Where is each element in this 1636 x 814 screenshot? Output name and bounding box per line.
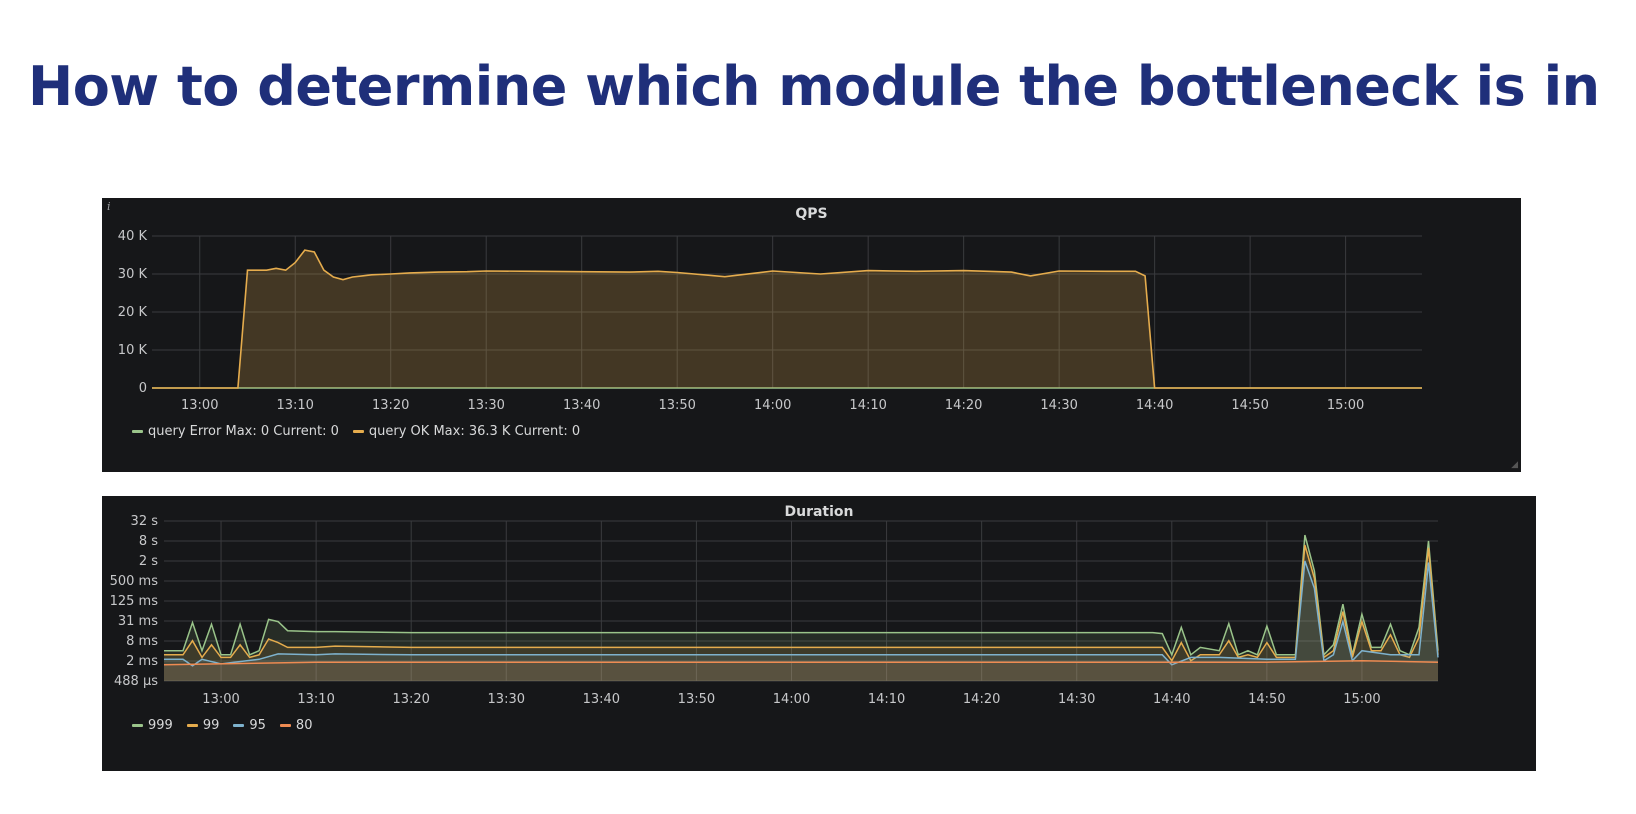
x-tick-label: 14:40 [1136,398,1173,413]
x-tick-label: 13:40 [563,398,600,413]
series-line-999 [164,534,1439,657]
series-area-80 [164,660,1438,681]
x-tick-label: 14:20 [945,398,982,413]
x-tick-label: 14:50 [1231,398,1268,413]
x-tick-label: 13:50 [678,692,715,707]
y-tick-label: 8 ms [126,634,158,649]
series-area-99 [164,545,1438,681]
y-tick-label: 30 K [118,267,148,282]
legend-swatch-95 [233,724,245,727]
x-tick-label: 14:30 [1058,692,1095,707]
x-tick-label: 14:30 [1040,398,1077,413]
x-tick-label: 15:00 [1343,692,1380,707]
series-line-80 [163,659,1439,666]
series-line-query-ok [152,249,1422,389]
x-tick-label: 13:20 [392,692,429,707]
x-tick-label: 13:20 [372,398,409,413]
y-tick-label: 500 ms [110,574,159,589]
y-tick-label: 2 ms [126,654,158,669]
series-area-999 [164,535,1438,681]
y-tick-label: 20 K [118,305,148,320]
legend-text-95: 95 [249,718,266,733]
x-tick-label: 14:50 [1248,692,1285,707]
y-tick-label: 488 µs [114,674,158,689]
x-tick-label: 15:00 [1327,398,1364,413]
qps-legend: query Error Max: 0 Current: 0 query OK M… [132,424,580,439]
duration-panel: 488 µs 2 ms 8 ms 31 ms 125 ms 500 ms 2 s 8 s 32 … [102,496,1536,771]
x-tick-label: 13:00 [202,692,239,707]
legend-text-query-error: query Error Max: 0 Current: 0 [148,424,339,439]
legend-swatch-99 [186,724,198,727]
qps-grid [152,235,1422,389]
legend-text-999: 999 [148,718,173,733]
x-tick-label: 14:10 [868,692,905,707]
series-line-95 [164,560,1439,667]
legend-swatch-999 [132,724,143,727]
slide-title: How to determine which module the bottle… [28,55,1600,118]
duration-chart: 488 µs 2 ms 8 ms 31 ms 125 ms 500 ms 2 s 8 s 32 … [110,514,1439,707]
x-tick-label: 14:20 [963,692,1000,707]
legend-item-999[interactable]: 999 [132,718,173,733]
legend-text-99: 99 [202,718,220,733]
legend-text-query-ok: query OK Max: 36.3 K Current: 0 [368,424,581,439]
y-tick-label: 31 ms [118,614,158,629]
legend-item-query-ok[interactable]: query OK Max: 36.3 K Current: 0 [352,424,581,439]
y-tick-label: 32 s [131,514,159,529]
legend-swatch-query-error [132,430,143,433]
legend-swatch-query-ok [352,430,364,433]
legend-swatch-80 [279,724,291,727]
x-tick-label: 13:40 [583,692,620,707]
x-tick-label: 13:10 [297,692,334,707]
series-area-95 [164,561,1438,681]
x-tick-label: 14:10 [849,398,886,413]
x-tick-label: 14:00 [773,692,810,707]
y-tick-label: 10 K [118,343,148,358]
legend-item-80[interactable]: 80 [279,718,313,733]
x-tick-label: 13:00 [181,398,218,413]
panel-resize-handle[interactable]: ◢ [1511,460,1518,470]
legend-text-80: 80 [295,718,313,733]
x-tick-label: 13:10 [276,398,313,413]
legend-item-95[interactable]: 95 [233,718,266,733]
x-tick-label: 13:30 [488,692,525,707]
series-area-query-ok [152,250,1422,388]
duration-panel-title: Duration [784,504,854,520]
y-tick-label: 40 K [118,229,148,244]
qps-panel-title: QPS [795,206,828,222]
x-tick-label: 13:30 [467,398,504,413]
qps-chart: 0 10 K 20 K 30 K 40 K 13:00 13:10 13:20 13:30 13:… [118,229,1422,413]
y-tick-label: 125 ms [110,594,159,609]
x-tick-label: 13:50 [658,398,695,413]
y-tick-label: 0 [139,381,147,396]
series-line-99 [164,544,1439,663]
duration-legend: 999 99 95 80 [132,718,312,733]
y-tick-label: 2 s [139,554,158,569]
x-tick-label: 14:00 [754,398,791,413]
y-tick-label: 8 s [139,534,158,549]
x-tick-label: 14:40 [1153,692,1190,707]
qps-panel: 0 10 K 20 K 30 K 40 K 13:00 13:10 13:20 13:30 13:… [102,198,1521,472]
legend-item-query-error[interactable]: query Error Max: 0 Current: 0 [132,424,339,439]
duration-grid [164,520,1438,682]
legend-item-99[interactable]: 99 [186,718,220,733]
info-icon[interactable]: i [107,200,111,213]
